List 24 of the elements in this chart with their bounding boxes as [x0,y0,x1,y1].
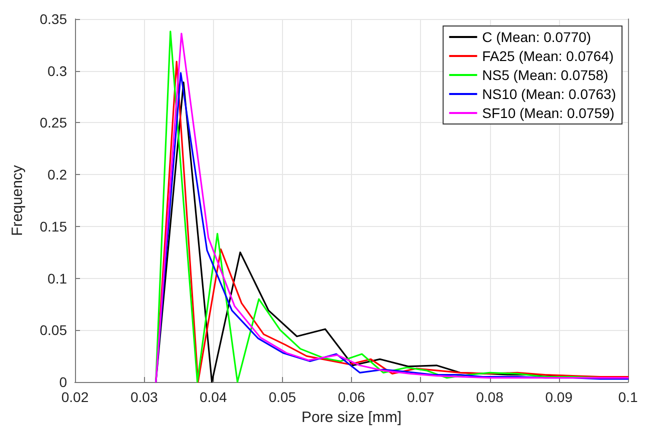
legend-label: C (Mean: 0.0770) [482,29,592,45]
y-axis-title: Frequency [9,164,26,236]
y-tick-label: 0.1 [48,270,68,286]
y-tick-label: 0 [59,374,68,390]
x-tick-label: 0.03 [130,389,158,405]
y-tick-label: 0.25 [40,114,68,131]
y-tick-label: 0.35 [40,11,68,27]
legend-label: SF10 (Mean: 0.0759) [482,105,614,121]
legend-label: NS5 (Mean: 0.0758) [482,67,608,83]
y-tick-label: 0.15 [40,218,68,234]
y-tick-label: 0.2 [48,166,68,183]
y-tick-label: 0.05 [40,322,68,338]
y-tick-label: 0.3 [48,62,68,79]
x-tick-label: 0.06 [338,389,366,405]
x-tick-label: 0.05 [268,389,296,405]
x-tick-label: 0.08 [476,389,504,405]
x-tick-label: 0.02 [61,389,89,405]
x-axis-title: Pore size [mm] [301,409,402,426]
x-tick-label: 0.07 [407,389,434,405]
legend-label: NS10 (Mean: 0.0763) [482,86,616,102]
x-tick-label: 0.1 [618,389,638,405]
x-tick-label: 0.09 [545,389,573,405]
legend-label: FA25 (Mean: 0.0764) [482,48,614,64]
x-tick-label: 0.04 [200,389,228,405]
